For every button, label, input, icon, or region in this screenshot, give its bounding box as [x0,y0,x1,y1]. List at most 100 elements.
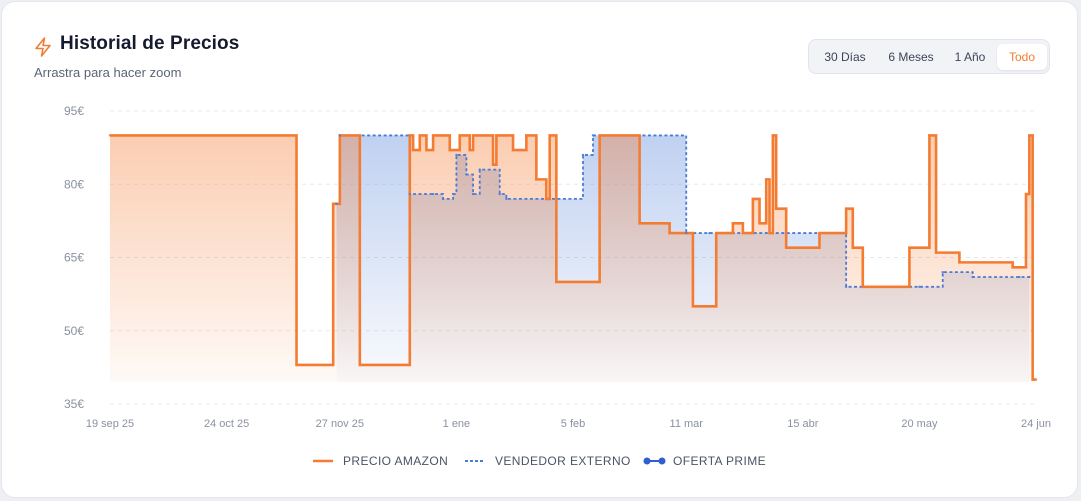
point-vendedor-externo [498,192,501,196]
point-precio-amazon [411,148,415,152]
point-vendedor-externo [844,285,848,288]
point-precio-amazon [535,178,538,181]
point-precio-amazon [934,251,938,254]
point-precio-amazon [908,246,911,249]
point-vendedor-externo [441,197,445,201]
x-tick-label: 19 sep 25 [86,418,134,430]
point-precio-amazon [491,163,495,166]
point-precio-amazon [751,197,755,201]
point-vendedor-externo [1028,275,1031,279]
point-vendedor-externo [971,275,974,279]
point-vendedor-externo [1018,275,1021,279]
point-precio-amazon [1011,266,1014,269]
point-vendedor-externo [408,192,411,196]
point-precio-amazon [331,202,335,205]
point-vendedor-externo [478,168,481,171]
point-precio-amazon [818,231,821,235]
legend-label: VENDEDOR EXTERNO [495,454,631,468]
point-precio-amazon [458,134,461,137]
range-selector: 30 Días 6 Meses 1 Año Todo [808,39,1050,74]
legend-swatch-dashed [465,460,485,462]
y-tick-label: 95€ [64,104,84,118]
point-vendedor-externo [941,270,944,274]
y-tick-label: 50€ [64,324,84,338]
point-precio-amazon [408,134,411,137]
point-vendedor-externo [431,192,435,196]
point-precio-amazon [471,134,475,137]
x-tick-label: 1 ene [443,418,471,430]
y-tick-label: 65€ [64,251,84,265]
legend-swatch-dots [643,457,666,465]
point-vendedor-externo [581,153,585,157]
y-tick-label: 35€ [64,397,84,411]
point-precio-amazon [468,148,471,152]
point-vendedor-externo [685,231,688,235]
point-precio-amazon [861,285,864,288]
point-vendedor-externo [338,134,342,137]
point-precio-amazon [525,134,528,137]
x-tick-label: 15 abr [787,418,819,430]
y-tick-label: 80€ [64,177,84,191]
point-precio-amazon [555,280,558,284]
point-precio-amazon [425,148,428,152]
point-precio-amazon [1024,192,1028,196]
point-precio-amazon [764,178,768,181]
x-tick-label: 20 may [901,418,938,430]
point-precio-amazon [741,231,745,235]
x-tick-label: 11 mar [670,418,704,430]
point-precio-amazon [638,222,641,225]
tab-6-meses[interactable]: 6 Meses [888,50,934,64]
point-vendedor-externo [505,197,508,201]
lightning-bolt-icon [35,37,51,57]
point-vendedor-externo [918,285,921,288]
point-precio-amazon [928,134,931,137]
point-precio-amazon [668,231,671,235]
chart-title: Historial de Precios [60,33,240,54]
x-tick-label: 24 jun [1021,418,1051,430]
point-precio-amazon [1031,378,1034,381]
point-precio-amazon [1021,266,1024,269]
point-precio-amazon [731,222,735,225]
point-precio-amazon [511,148,515,152]
line-vendedor-externo [336,134,1030,288]
point-vendedor-externo [465,173,468,176]
point-precio-amazon [958,261,961,264]
point-vendedor-externo [335,202,338,205]
point-vendedor-externo [591,134,595,137]
point-precio-amazon [545,197,548,201]
point-precio-amazon [715,231,718,235]
legend-label: PRECIO AMAZON [343,454,449,468]
point-precio-amazon [758,222,761,225]
x-tick-label: 24 oct 25 [204,418,249,430]
point-vendedor-externo [455,153,458,157]
point-precio-amazon [1034,378,1038,381]
point-precio-amazon [108,134,112,137]
x-tick-label: 27 nov 25 [316,418,364,430]
tab-1-ano[interactable]: 1 Año [954,50,986,64]
point-precio-amazon [358,363,362,367]
point-vendedor-externo [451,192,455,196]
area-precio-amazon [110,135,1036,382]
point-vendedor-externo [471,192,475,196]
point-precio-amazon [598,134,601,137]
point-precio-amazon [295,363,298,367]
point-precio-amazon [844,207,848,210]
legend-label: OFERTA PRIME [673,454,767,468]
point-precio-amazon [784,246,788,249]
x-tick-label: 5 feb [561,418,585,430]
point-precio-amazon [768,231,771,235]
point-precio-amazon [851,246,854,249]
legend-swatch-solid [313,459,333,463]
point-precio-amazon [495,134,498,137]
point-precio-amazon [485,134,488,137]
point-precio-amazon [691,305,695,308]
tab-30-dias[interactable]: 30 Días [824,50,866,64]
point-vendedor-externo [708,231,711,235]
point-precio-amazon [774,207,778,210]
point-precio-amazon [1028,134,1031,137]
point-precio-amazon [448,148,451,152]
point-precio-amazon [431,134,435,137]
tab-todo[interactable]: Todo [997,44,1047,70]
chart-subtitle: Arrastra para hacer zoom [34,65,182,80]
